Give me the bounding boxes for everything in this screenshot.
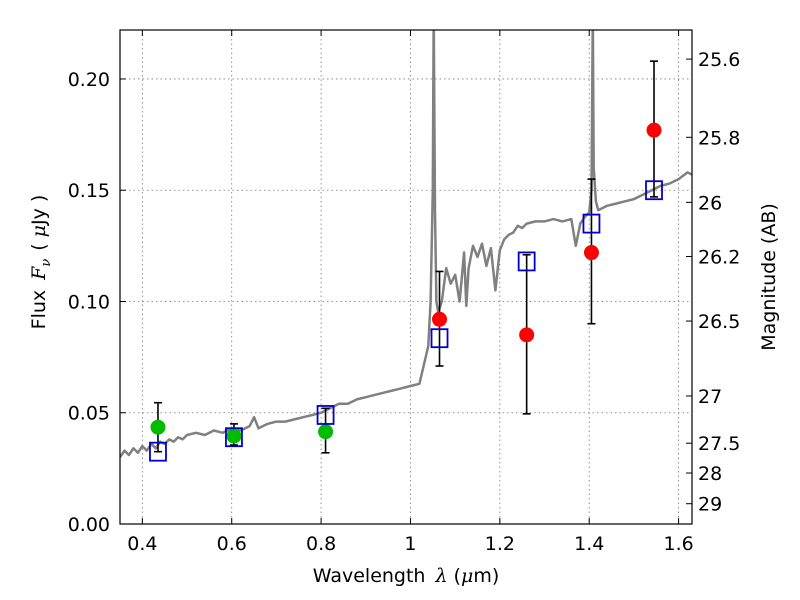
model-photometry-square (149, 441, 167, 462)
y-right-tick-label: 29 (698, 494, 722, 516)
green-data-point (318, 424, 334, 440)
photometry-series (149, 60, 663, 462)
model-photometry-square (225, 427, 243, 448)
y-axis-right-title: Magnitude (AB) (758, 203, 780, 351)
model-photometry-square (517, 251, 536, 272)
x-axis-unit-mu: μ (461, 565, 473, 587)
y-tick-label: 0.05 (68, 403, 110, 425)
x-axis-title-symbol: λ (434, 565, 447, 587)
model-photometry-square (582, 213, 601, 234)
model-photometry-square (645, 180, 663, 201)
axis-ticks: 0.4 0.6 0.8 1 1.2 1.4 1.6 0.00 0.05 0.10 0.15 0.20 2… (68, 30, 740, 555)
x-axis-unit-open: ( (454, 565, 461, 587)
x-tick-label: 1.4 (574, 533, 604, 555)
y-axis-unit-open: ( (28, 243, 50, 250)
x-tick-label: 1.2 (485, 533, 515, 555)
y-tick-label: 0.20 (68, 69, 110, 91)
y-tick-label: 0.10 (68, 291, 110, 313)
grid-lines (120, 30, 692, 525)
x-tick-label: 1.6 (663, 533, 693, 555)
red-data-point (646, 122, 662, 138)
x-axis-title: Wavelength λ (μm) (313, 565, 499, 587)
y-axis-title-main: Flux (28, 290, 50, 330)
y-right-tick-label: 25.8 (698, 127, 740, 149)
model-photometry-square (430, 328, 449, 349)
green-data-point (226, 428, 242, 444)
x-tick-label: 0.8 (306, 533, 336, 555)
x-tick-label: 1 (404, 533, 416, 555)
y-right-tick-label: 27 (698, 386, 722, 408)
model-photometry-square (316, 405, 335, 425)
x-tick-label: 0.6 (217, 533, 247, 555)
x-axis-unit-rest: m) (473, 565, 499, 587)
y-axis-title-symbol: F (28, 266, 50, 281)
y-tick-label: 0.00 (68, 514, 110, 536)
red-data-point (583, 245, 599, 261)
x-axis-title-main: Wavelength (313, 565, 426, 587)
y-tick-label: 0.15 (68, 180, 110, 202)
y-right-tick-label: 27.5 (698, 433, 740, 455)
y-axis-unit-rest: Jy (28, 208, 50, 226)
y-right-tick-label: 26 (698, 192, 722, 214)
green-data-point (150, 419, 166, 435)
y-right-tick-label: 26.2 (698, 246, 740, 268)
y-axis-title: Flux Fν ( μJy) (28, 195, 54, 330)
red-data-point (519, 327, 535, 343)
y-axis-unit-mu: μ (28, 225, 50, 237)
y-right-tick-label: 25.6 (698, 49, 740, 71)
red-data-point (432, 311, 448, 327)
plot-frame (119, 29, 693, 525)
x-tick-label: 0.4 (127, 533, 157, 555)
y-right-tick-label: 26.5 (698, 311, 740, 333)
y-axis-unit-close: ) (28, 195, 50, 202)
y-axis-title-sub: ν (39, 259, 54, 267)
y-right-tick-label: 28 (698, 463, 722, 485)
